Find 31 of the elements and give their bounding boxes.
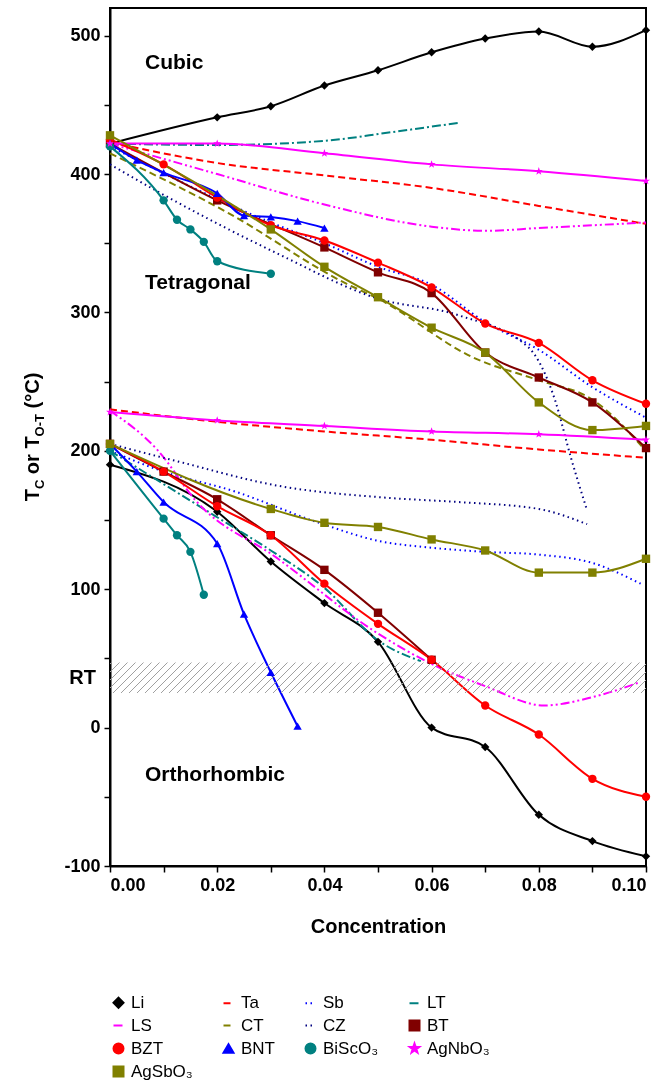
y-tick-label: 200: [70, 440, 101, 461]
legend-label: LT: [427, 993, 446, 1013]
legend-label: Li: [131, 992, 145, 1012]
legend-label: Ta: [241, 993, 260, 1013]
y-tick-label: 500: [70, 25, 101, 46]
x-tick-label: 0.00: [110, 874, 146, 895]
x-tick-label: 0.02: [200, 874, 236, 895]
annotation: Orthorhombic: [145, 762, 286, 786]
legend-label: AgNbO₃: [427, 1038, 490, 1058]
x-tick-label: 0.04: [307, 874, 343, 895]
legend-label: CT: [241, 1015, 264, 1035]
x-tick-label: 0.10: [611, 874, 647, 895]
legend-label: BNT: [241, 1038, 275, 1058]
band-label: RT: [69, 665, 96, 688]
legend-label: LS: [131, 1015, 152, 1035]
legend-label: Sb: [323, 993, 344, 1013]
y-tick-label: 400: [70, 163, 101, 184]
y-tick-label: 100: [70, 578, 101, 599]
y-tick-label: 0: [90, 717, 101, 738]
annotation: Tetragonal: [145, 269, 251, 293]
x-tick-label: 0.06: [414, 874, 450, 895]
legend-label: AgSbO₃: [131, 1061, 193, 1081]
x-axis-title: Concentration: [310, 914, 447, 937]
annotation: Cubic: [145, 49, 204, 73]
y-tick-label: -100: [64, 855, 101, 876]
y-tick-label: 300: [70, 301, 101, 322]
legend-label: CZ: [323, 1015, 346, 1035]
x-tick-label: 0.08: [521, 874, 557, 895]
legend-label: BiScO₃: [323, 1038, 379, 1058]
legend-label: BT: [427, 1015, 449, 1035]
legend-label: BZT: [131, 1038, 164, 1058]
